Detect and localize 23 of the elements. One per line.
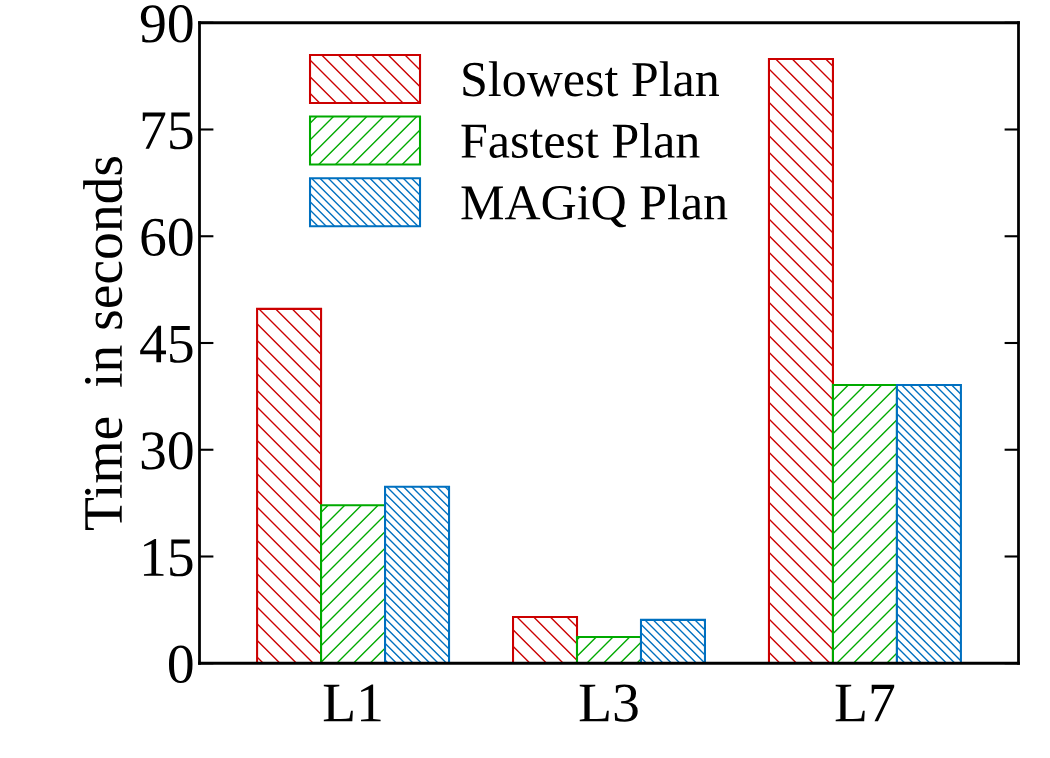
x-tick-label: L3	[579, 684, 638, 722]
bar	[511, 615, 579, 664]
bar	[895, 383, 962, 664]
y-tick-label: 45	[140, 325, 193, 363]
bar	[639, 618, 707, 664]
y-tick-label: 60	[141, 218, 193, 257]
bar	[320, 504, 387, 664]
bar	[256, 307, 323, 664]
x-tick-label: L7	[835, 684, 895, 722]
bar	[575, 635, 643, 664]
bar	[384, 485, 451, 664]
legend-label: Slowest Plan	[463, 61, 719, 97]
y-tick-label: 30	[141, 432, 193, 470]
y-axis-title: Time in seconds	[83, 156, 123, 531]
legend-label: Fastest Plan	[461, 122, 700, 159]
y-tick-label: 75	[142, 112, 193, 150]
legend-label: MAGiQ Plan	[461, 184, 728, 228]
bar	[767, 58, 834, 664]
bar	[831, 383, 898, 664]
y-tick-label: 90	[140, 5, 193, 43]
y-tick-label: 0	[168, 645, 193, 684]
y-tick-label: 15	[143, 539, 193, 577]
x-tick-label: L1	[323, 684, 381, 722]
